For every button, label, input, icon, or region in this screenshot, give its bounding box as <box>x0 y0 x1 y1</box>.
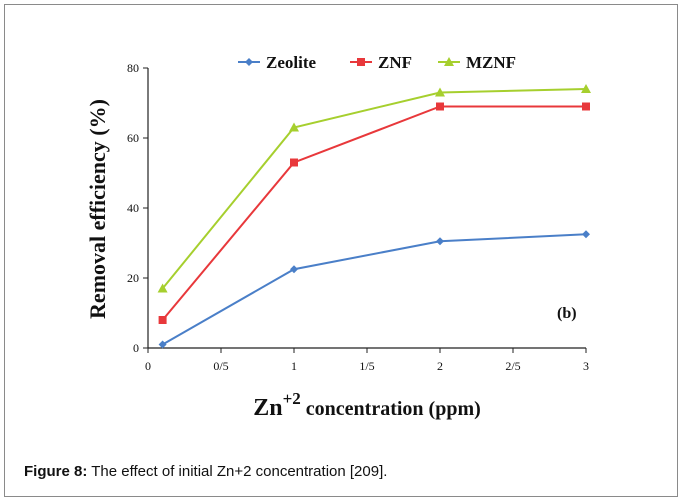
data-point-mznf <box>581 84 591 93</box>
series-line-mznf <box>161 88 587 290</box>
line-chart: 0 20 40 60 80 0 0/5 1 1/5 2 2/5 3 Zeolite ZNF MZNF (b… <box>85 53 591 421</box>
chart-legend: Zeolite ZNF MZNF <box>238 53 516 72</box>
data-point-znf <box>158 316 167 324</box>
x-axis-label-rest: concentration (ppm) <box>301 398 481 420</box>
data-point-zeolite <box>158 340 167 349</box>
panel-annotation: (b) <box>557 305 577 322</box>
data-point-zeolite <box>436 237 444 246</box>
series-line-znf <box>161 105 586 321</box>
x-tick-label: 1 <box>291 359 297 373</box>
legend-label-zeolite: Zeolite <box>266 53 316 72</box>
series-znf <box>158 102 590 324</box>
data-point-mznf <box>157 283 168 293</box>
x-tick-label: 0 <box>145 359 151 373</box>
y-tick-label: 20 <box>127 271 139 285</box>
legend-label-mznf: MZNF <box>466 53 516 72</box>
x-tick-label: 3 <box>583 359 589 373</box>
legend-swatch-marker <box>444 57 454 66</box>
chart-series <box>157 84 591 349</box>
legend-item-znf: ZNF <box>350 53 412 72</box>
chart-ticks: 0 20 40 60 80 0 0/5 1 1/5 2 2/5 3 <box>127 61 589 373</box>
y-axis-label: Removal efficiency (%) <box>85 99 110 319</box>
figure-frame <box>4 4 678 497</box>
legend-swatch-marker <box>245 58 253 66</box>
data-point-znf <box>582 102 590 111</box>
x-axis-label-main: Zn <box>253 395 282 421</box>
series-mznf <box>157 84 591 293</box>
series-line-zeolite <box>162 233 587 346</box>
x-axis-label-sup: +2 <box>283 389 301 408</box>
data-point-znf <box>436 102 444 111</box>
legend-item-zeolite: Zeolite <box>238 53 316 72</box>
x-tick-label: 0/5 <box>213 359 228 373</box>
caption-text: The effect of initial Zn+2 concentration… <box>91 463 388 480</box>
x-tick-label: 1/5 <box>359 359 374 373</box>
data-point-znf <box>290 158 298 167</box>
legend-label-znf: ZNF <box>378 53 412 72</box>
series-zeolite <box>158 230 590 349</box>
caption-label: Figure 8: <box>24 463 88 480</box>
data-point-mznf <box>435 87 445 97</box>
figure-caption: Figure 8: The effect of initial Zn+2 con… <box>24 463 387 480</box>
x-tick-label: 2 <box>437 359 443 373</box>
x-axis-label: Zn+2 concentration (ppm) <box>253 389 481 421</box>
y-tick-label: 60 <box>127 131 139 145</box>
legend-swatch-marker <box>357 58 365 66</box>
y-tick-label: 40 <box>127 201 139 215</box>
legend-item-mznf: MZNF <box>438 53 516 72</box>
data-point-zeolite <box>290 265 298 274</box>
data-point-mznf <box>289 122 299 132</box>
y-tick-label: 80 <box>127 61 139 75</box>
data-point-zeolite <box>582 230 590 239</box>
x-tick-label: 2/5 <box>505 359 520 373</box>
y-tick-label: 0 <box>133 341 139 355</box>
